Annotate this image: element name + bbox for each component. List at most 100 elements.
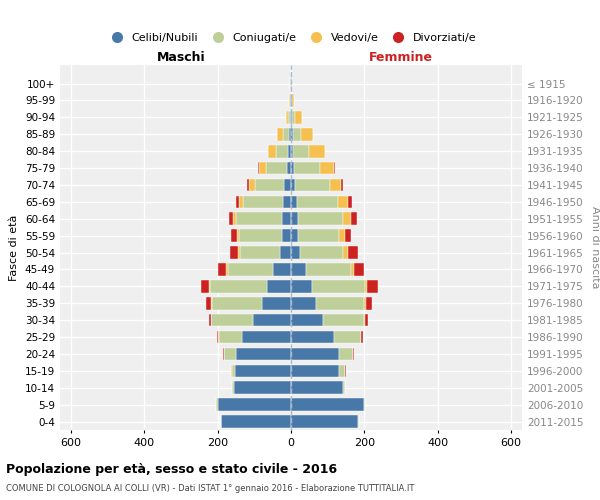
Bar xyxy=(364,398,365,411)
Bar xyxy=(348,246,358,259)
Text: COMUNE DI COLOGNOLA AI COLLI (VR) - Dati ISTAT 1° gennaio 2016 - Elaborazione TU: COMUNE DI COLOGNOLA AI COLLI (VR) - Dati… xyxy=(6,484,415,493)
Bar xyxy=(291,178,295,192)
Bar xyxy=(291,297,316,310)
Bar xyxy=(209,314,211,326)
Bar xyxy=(310,145,325,158)
Bar xyxy=(288,145,291,158)
Legend: Celibi/Nubili, Coniugati/e, Vedovi/e, Divorziati/e: Celibi/Nubili, Coniugati/e, Vedovi/e, Di… xyxy=(101,28,481,48)
Bar xyxy=(211,297,212,310)
Bar xyxy=(229,212,233,225)
Bar xyxy=(291,382,343,394)
Bar xyxy=(298,212,343,225)
Bar xyxy=(366,297,373,310)
Bar xyxy=(289,111,290,124)
Bar xyxy=(212,297,262,310)
Bar xyxy=(291,111,292,124)
Bar xyxy=(223,348,224,360)
Text: Popolazione per età, sesso e stato civile - 2016: Popolazione per età, sesso e stato civil… xyxy=(6,462,337,475)
Bar xyxy=(282,212,291,225)
Bar xyxy=(334,330,361,344)
Bar xyxy=(232,382,234,394)
Bar xyxy=(291,314,323,326)
Bar xyxy=(249,178,255,192)
Bar xyxy=(295,111,302,124)
Bar xyxy=(259,162,266,174)
Bar xyxy=(283,196,291,208)
Bar xyxy=(218,263,226,276)
Text: Maschi: Maschi xyxy=(157,51,205,64)
Bar xyxy=(290,94,291,107)
Bar xyxy=(344,230,351,242)
Bar xyxy=(291,145,293,158)
Bar xyxy=(343,382,345,394)
Bar xyxy=(358,415,359,428)
Bar xyxy=(320,162,334,174)
Bar xyxy=(291,348,340,360)
Bar xyxy=(218,330,219,344)
Bar xyxy=(291,280,312,292)
Bar xyxy=(367,280,377,292)
Bar xyxy=(253,314,291,326)
Bar xyxy=(289,94,290,107)
Bar xyxy=(295,178,329,192)
Bar xyxy=(280,246,291,259)
Bar xyxy=(365,280,367,292)
Bar xyxy=(329,178,341,192)
Bar xyxy=(284,178,291,192)
Bar xyxy=(323,314,364,326)
Bar xyxy=(353,348,354,360)
Bar xyxy=(292,94,294,107)
Bar xyxy=(206,297,211,310)
Bar xyxy=(312,280,365,292)
Bar xyxy=(244,196,283,208)
Bar xyxy=(340,230,344,242)
Bar xyxy=(266,162,287,174)
Bar xyxy=(234,382,291,394)
Bar xyxy=(247,178,249,192)
Bar xyxy=(239,246,280,259)
Bar xyxy=(274,263,291,276)
Bar xyxy=(230,246,238,259)
Bar xyxy=(291,128,293,140)
Bar xyxy=(334,162,335,174)
Bar xyxy=(291,196,296,208)
Bar xyxy=(294,162,320,174)
Bar xyxy=(341,178,343,192)
Bar xyxy=(231,230,237,242)
Bar xyxy=(364,314,365,326)
Bar xyxy=(211,280,267,292)
Bar xyxy=(238,246,239,259)
Bar xyxy=(291,212,298,225)
Y-axis label: Anni di nascita: Anni di nascita xyxy=(590,206,600,289)
Bar xyxy=(286,111,289,124)
Bar xyxy=(209,280,211,292)
Bar xyxy=(257,162,259,174)
Bar xyxy=(292,111,295,124)
Bar xyxy=(239,196,244,208)
Bar xyxy=(218,398,291,411)
Bar xyxy=(364,297,366,310)
Bar xyxy=(277,128,283,140)
Bar xyxy=(236,348,291,360)
Bar xyxy=(291,398,364,411)
Bar xyxy=(291,330,334,344)
Bar xyxy=(351,263,354,276)
Bar xyxy=(211,314,253,326)
Bar xyxy=(293,128,301,140)
Bar xyxy=(224,348,236,360)
Bar xyxy=(361,330,363,344)
Bar xyxy=(300,246,343,259)
Bar xyxy=(219,330,241,344)
Bar xyxy=(283,128,289,140)
Bar xyxy=(233,212,236,225)
Bar xyxy=(227,263,274,276)
Bar xyxy=(277,145,288,158)
Bar xyxy=(291,162,294,174)
Bar xyxy=(298,230,340,242)
Bar xyxy=(221,415,291,428)
Bar xyxy=(296,196,338,208)
Bar xyxy=(239,230,282,242)
Bar xyxy=(351,212,356,225)
Bar xyxy=(293,145,310,158)
Bar xyxy=(343,246,348,259)
